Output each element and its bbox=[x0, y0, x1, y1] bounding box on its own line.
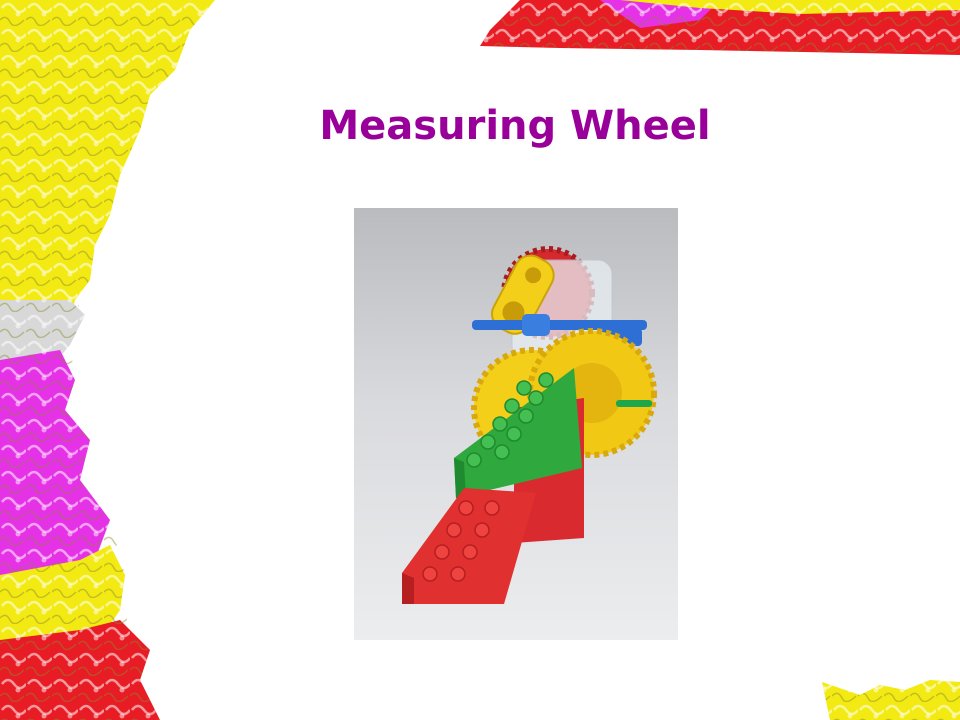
blue-axle bbox=[472, 320, 647, 330]
green-brick-studs bbox=[466, 372, 554, 468]
top-border-texture bbox=[480, 0, 960, 55]
green-peg bbox=[616, 400, 652, 407]
yellow-crank bbox=[491, 254, 555, 335]
measuring-wheel-photo bbox=[354, 208, 678, 640]
red-brick-studs bbox=[422, 500, 500, 582]
bottom-right-texture bbox=[822, 680, 960, 720]
left-border-texture bbox=[0, 0, 215, 720]
slide-title: Measuring Wheel bbox=[319, 103, 711, 149]
